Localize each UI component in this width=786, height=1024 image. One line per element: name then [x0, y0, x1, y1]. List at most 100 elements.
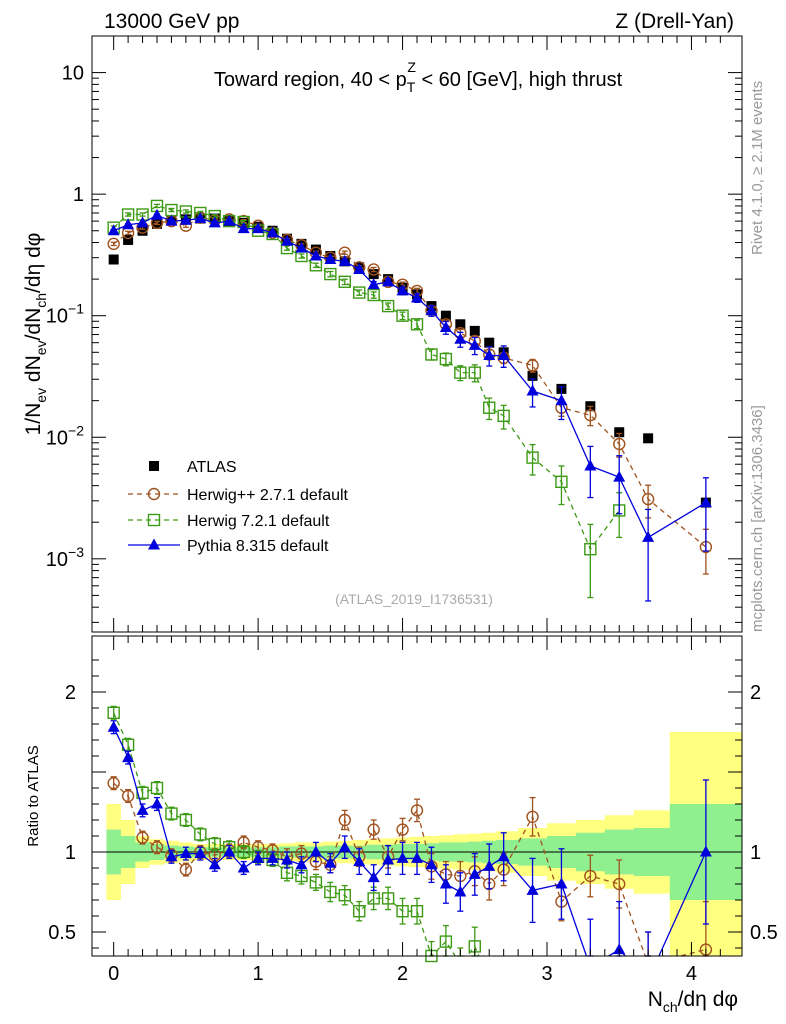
ratio-y-tick-label-right: 2: [750, 682, 761, 704]
ratio-y-tick-label-left: 2: [65, 682, 76, 704]
ratio-y-axis-label: Ratio to ATLAS: [25, 745, 42, 846]
series-3-ratio-point: [194, 847, 207, 859]
y-tick-exponent: −2: [68, 422, 84, 438]
series-0-point: [440, 310, 451, 321]
series-2-ratio-point: [107, 706, 120, 719]
ratio-panel-axes: 0 1 2 3 4 0.5 0.5 1 1 2 2: [48, 636, 778, 985]
series-3-point: [425, 304, 438, 316]
series-3-ratio-point: [483, 859, 496, 871]
series-3-ratio-point: [613, 943, 626, 955]
series-3-point: [179, 213, 192, 225]
series-1-ratio-line: [113, 782, 707, 956]
y-tick-label: 10−3: [46, 544, 84, 571]
series-1-ratio-point: [150, 841, 164, 854]
series-2-ratio-point: [136, 786, 149, 799]
series-3-point: [223, 214, 236, 226]
series-2-ratio-point: [353, 905, 366, 918]
series-3-point: [237, 222, 250, 234]
series-1-ratio-point: [367, 823, 380, 836]
series-2-point: [324, 267, 337, 281]
x-axis-label-rest: /dη dφ: [678, 988, 738, 1011]
ratio-y-tick-label-right: 0.5: [750, 922, 778, 944]
series-1-point: [641, 492, 655, 506]
series-3-ratio-point: [411, 851, 423, 863]
series-3-point: [266, 226, 279, 238]
series-3-ratio-point: [281, 853, 293, 865]
series-3-ratio-point: [165, 850, 178, 862]
series-3-ratio-point: [237, 861, 250, 873]
chart-title-post: < 60 [GeV], high thrust: [416, 69, 623, 91]
series-3-point: [194, 212, 207, 224]
series-3-line: [113, 214, 707, 539]
series-3-point: [136, 216, 149, 228]
series-0-point: [455, 319, 466, 330]
series-2-point: [353, 286, 366, 299]
series-1-point: [107, 237, 120, 251]
series-3-point: [309, 249, 322, 261]
series-3-ratio-point: [454, 885, 467, 897]
series-2-ratio-point: [150, 781, 164, 795]
series-1-ratio-point: [179, 863, 193, 876]
series-2-point: [468, 366, 481, 379]
series-3-point: [338, 254, 351, 266]
series-0-point: [484, 337, 495, 348]
legend-marker: [148, 538, 160, 550]
series-2-ratio-point: [381, 892, 395, 905]
rivet-version-label: Rivet 4.1.0, ≥ 2.1M events: [749, 81, 766, 255]
y-tick-mantissa: 10: [46, 306, 68, 328]
series-2-ratio-point: [410, 905, 424, 918]
series-2-ratio-point: [439, 935, 453, 948]
y-tick-label: 10−2: [46, 422, 84, 449]
series-3-ratio-point: [382, 853, 395, 865]
series-2-point: [425, 348, 438, 361]
y-tick-mantissa: 1: [73, 184, 84, 206]
legend-label: Pythia 8.315 default: [187, 538, 329, 555]
series-3-ratio-point: [223, 845, 236, 857]
series-0-point: [137, 225, 148, 236]
series-0-point: [123, 234, 134, 245]
series-3-ratio-point: [252, 851, 265, 863]
y-tick-label: 1: [73, 184, 84, 206]
main-panel-marks: [107, 199, 713, 602]
series-1-ratio-point: [136, 831, 149, 844]
series-3-point: [295, 241, 308, 253]
x-axis-label-main: N: [648, 988, 663, 1011]
legend-label: Herwig++ 2.7.1 default: [187, 487, 349, 504]
legend-marker: [147, 487, 161, 501]
series-1-ratio-point: [613, 877, 626, 891]
series-3-point: [252, 222, 265, 234]
series-2-point: [526, 451, 539, 464]
series-2-point: [410, 318, 424, 331]
chart-title: Toward region, 40 < pTZ < 60 [GeV], high…: [214, 59, 623, 95]
ratio-panel: 0 1 2 3 4 0.5 0.5 1 1 2 2 Ratio to ATLAS: [25, 635, 778, 985]
series-2-ratio-point: [237, 845, 250, 859]
series-3-ratio-point: [699, 845, 712, 857]
series-2-ratio-point: [324, 885, 337, 899]
ratio-y-tick-label-left: 0.5: [48, 922, 76, 944]
mcplots-label: mcplots.cern.ch [arXiv:1306.3436]: [749, 405, 766, 632]
series-2-point: [584, 542, 597, 556]
series-3-point: [483, 349, 496, 361]
series-2-point: [338, 275, 351, 289]
watermark-label: (ATLAS_2019_I1736531): [335, 591, 493, 607]
legend-label: ATLAS: [187, 459, 237, 476]
series-2-point: [555, 475, 568, 489]
series-3-ratio-point: [425, 858, 438, 870]
y-tick-mantissa: 10: [46, 549, 68, 571]
series-2-point: [454, 366, 467, 379]
series-2-ratio-line: [113, 712, 480, 956]
series-2-point: [381, 299, 395, 313]
series-3-ratio-point: [136, 803, 149, 815]
series-3-point: [468, 338, 481, 350]
header-left-label: 13000 GeV pp: [104, 10, 239, 33]
series-3-ratio-point: [122, 751, 135, 763]
series-1-ratio-point: [410, 804, 424, 817]
series-3-point: [151, 208, 163, 220]
series-3-point: [107, 224, 120, 236]
ratio-y-tick-label-left: 1: [65, 842, 76, 864]
series-2-ratio-point: [338, 889, 351, 902]
series-1-point: [367, 263, 380, 276]
series-3-ratio-point: [179, 847, 192, 859]
